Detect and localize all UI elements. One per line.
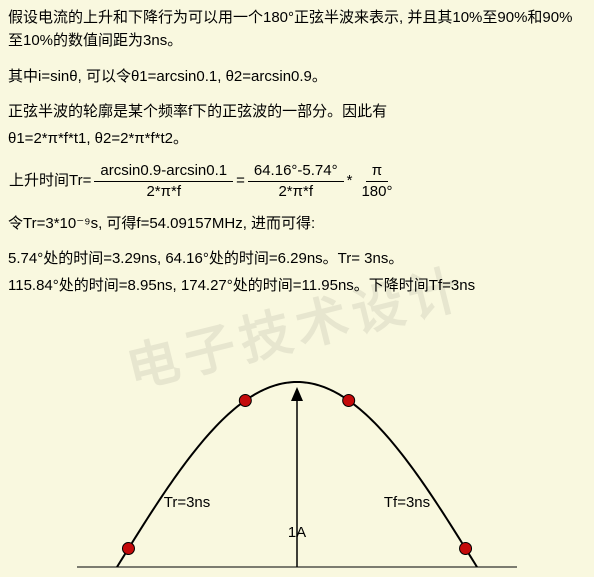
paragraph-solve-f: 令Tr=3*10⁻⁹s, 可得f=54.09157MHz, 进而可得: (8, 212, 586, 235)
formula-frac-1-den: 2*π*f (140, 182, 187, 200)
chart-label-amp: 1A (288, 524, 306, 541)
paragraph-assumption: 假设电流的上升和下降行为可以用一个180°正弦半波来表示, 并且其10%至90%… (8, 6, 586, 53)
formula-eq-1: = (235, 169, 246, 192)
half-sine-svg: Tr=3ns Tf=3ns 1A (37, 357, 557, 577)
paragraph-times-2: 115.84°处的时间=8.95ns, 174.27°处的时间=11.95ns。… (8, 274, 586, 297)
formula-frac-3-den: 180° (355, 182, 398, 200)
chart-label-tr: Tr=3ns (164, 494, 211, 511)
formula-frac-3: π 180° (355, 162, 398, 200)
formula-mul: * (346, 169, 354, 192)
paragraph-theta-def: 其中i=sinθ, 可以令θ1=arcsin0.1, θ2=arcsin0.9。 (8, 65, 586, 88)
formula-frac-3-num: π (366, 162, 388, 181)
formula-frac-2-num: 64.16°-5.74° (248, 162, 344, 181)
half-sine-chart: Tr=3ns Tf=3ns 1A (0, 357, 594, 577)
formula-frac-2: 64.16°-5.74° 2*π*f (248, 162, 344, 200)
formula-lead: 上升时间Tr= (8, 169, 92, 192)
formula-frac-2-den: 2*π*f (272, 182, 319, 200)
paragraph-sine-profile-1: 正弦半波的轮廓是某个频率f下的正弦波的一部分。因此有 (8, 100, 586, 123)
formula-frac-1: arcsin0.9-arcsin0.1 2*π*f (94, 162, 233, 200)
rise-time-formula: 上升时间Tr= arcsin0.9-arcsin0.1 2*π*f = 64.1… (8, 162, 586, 200)
paragraph-times-1: 5.74°处的时间=3.29ns, 64.16°处的时间=6.29ns。Tr= … (8, 247, 586, 270)
chart-label-tf: Tf=3ns (384, 494, 430, 511)
paragraph-sine-profile-2: θ1=2*π*f*t1, θ2=2*π*f*t2。 (8, 127, 586, 150)
formula-frac-1-num: arcsin0.9-arcsin0.1 (94, 162, 233, 181)
